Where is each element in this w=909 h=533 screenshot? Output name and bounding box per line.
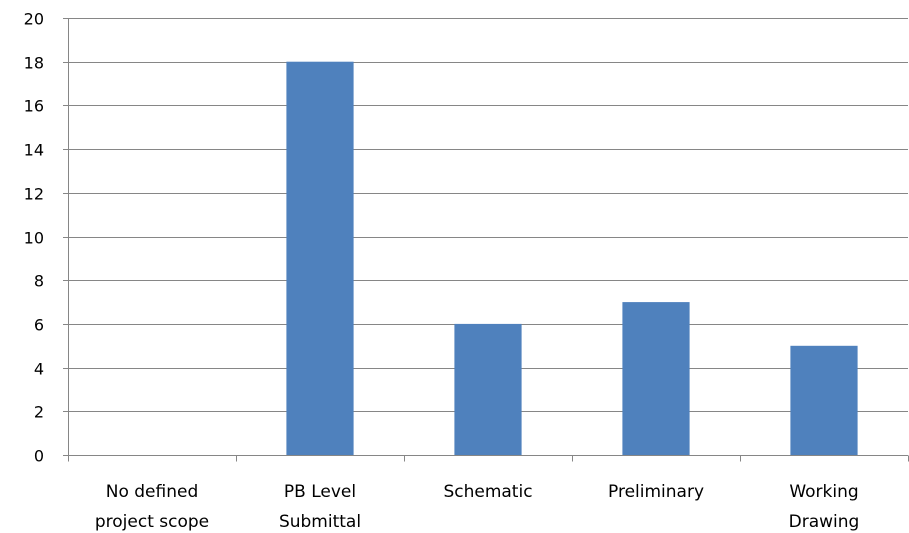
y-tick-label: 4: [34, 360, 44, 379]
x-tick-label-line: Submittal: [279, 512, 361, 532]
y-tick-labels: 0 2 4 6 8 10 12 14 16 18 20: [24, 10, 44, 466]
x-tick-label-line: project scope: [95, 512, 209, 532]
x-tick-label-line: Preliminary: [608, 482, 704, 502]
x-tick-label: Schematic: [443, 482, 532, 502]
gridlines: [68, 18, 908, 412]
x-tick-label-line: Schematic: [443, 482, 532, 502]
x-tick-label: No defined project scope: [95, 482, 209, 532]
y-tick-label: 2: [34, 403, 44, 422]
x-tick-label: Working Drawing: [789, 482, 860, 532]
bar: [790, 345, 858, 456]
y-tick-label: 10: [24, 229, 44, 248]
y-tick-label: 18: [24, 54, 44, 73]
x-tick-label-line: Working: [789, 482, 858, 502]
x-tick-label-line: PB Level: [284, 482, 356, 502]
y-tick-label: 0: [34, 447, 44, 466]
bar: [286, 61, 354, 455]
axes: [63, 18, 909, 462]
x-tick-label: PB Level Submittal: [279, 482, 361, 532]
y-tick-label: 20: [24, 10, 44, 29]
y-tick-label: 12: [24, 185, 44, 204]
y-tick-label: 8: [34, 272, 44, 291]
y-tick-label: 6: [34, 316, 44, 335]
bars: [286, 61, 858, 456]
x-tick-labels: No defined project scope PB Level Submittal…: [95, 482, 859, 532]
y-tick-label: 16: [24, 97, 44, 116]
x-tick-label: Preliminary: [608, 482, 704, 502]
x-tick-label-line: Drawing: [789, 512, 860, 532]
y-tick-label: 14: [24, 141, 44, 160]
bar: [454, 323, 522, 455]
bar: [622, 302, 690, 455]
x-tick-label-line: No defined: [106, 482, 199, 502]
